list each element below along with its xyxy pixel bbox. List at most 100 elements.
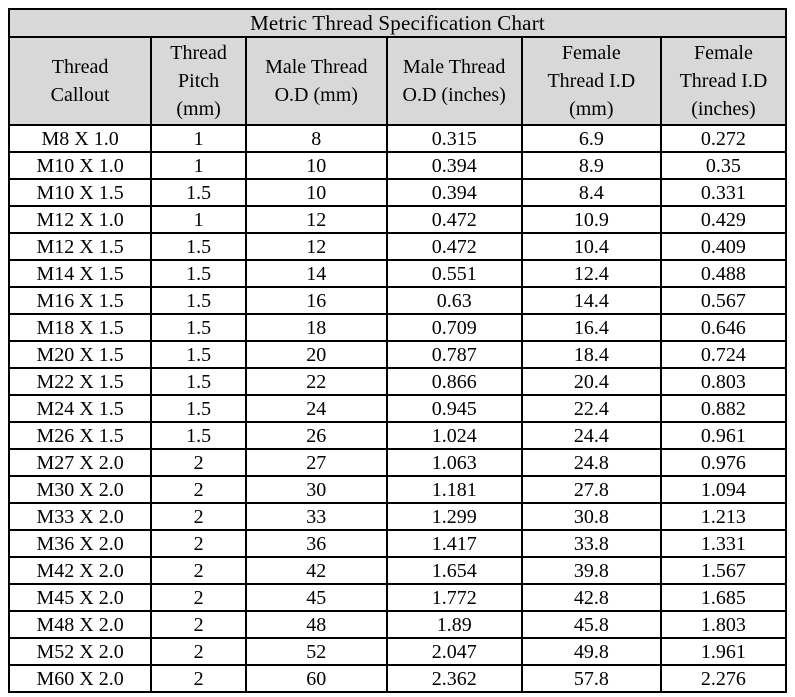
table-cell: 1 <box>150 205 247 234</box>
table-head: Metric Thread Specification Chart Thread… <box>7 8 788 126</box>
table-cell: M60 X 2.0 <box>7 664 153 693</box>
table-cell: 20 <box>244 340 388 369</box>
table-cell: 1.5 <box>150 421 247 450</box>
table-cell: M22 X 1.5 <box>7 367 153 396</box>
table-cell: 2 <box>150 583 247 612</box>
table-cell: 1.5 <box>150 394 247 423</box>
table-cell: 1.5 <box>150 259 247 288</box>
table-cell: M18 X 1.5 <box>7 313 153 342</box>
table-cell: 0.394 <box>385 178 523 207</box>
table-cell: 27.8 <box>520 475 662 504</box>
table-cell: 0.35 <box>659 151 788 180</box>
table-cell: 1.5 <box>150 286 247 315</box>
table-cell: M20 X 1.5 <box>7 340 153 369</box>
table-cell: 30 <box>244 475 388 504</box>
table-cell: 30.8 <box>520 502 662 531</box>
table-cell: 0.472 <box>385 232 523 261</box>
table-cell: M52 X 2.0 <box>7 637 153 666</box>
table-row: M16 X 1.5 1.5 16 0.63 14.4 0.567 <box>7 286 788 315</box>
table-row: M18 X 1.5 1.5 18 0.709 16.4 0.646 <box>7 313 788 342</box>
table-cell: 6.9 <box>520 124 662 153</box>
table-row: M26 X 1.5 1.5 26 1.024 24.4 0.961 <box>7 421 788 450</box>
table-row: M20 X 1.5 1.5 20 0.787 18.4 0.724 <box>7 340 788 369</box>
column-header-male-thread-od-inches: Male Thread O.D (inches) <box>385 36 523 126</box>
table-cell: 1.5 <box>150 178 247 207</box>
metric-thread-spec-table: Metric Thread Specification Chart Thread… <box>7 8 788 693</box>
table-cell: 10.4 <box>520 232 662 261</box>
table-cell: 60 <box>244 664 388 693</box>
table-cell: 0.646 <box>659 313 788 342</box>
table-cell: M45 X 2.0 <box>7 583 153 612</box>
table-cell: 0.945 <box>385 394 523 423</box>
table-cell: 48 <box>244 610 388 639</box>
table-cell: 2 <box>150 610 247 639</box>
table-row: M36 X 2.0 2 36 1.417 33.8 1.331 <box>7 529 788 558</box>
table-cell: 33 <box>244 502 388 531</box>
table-cell: 18.4 <box>520 340 662 369</box>
table-cell: M30 X 2.0 <box>7 475 153 504</box>
table-cell: 2 <box>150 448 247 477</box>
table-cell: 45 <box>244 583 388 612</box>
table-cell: 0.882 <box>659 394 788 423</box>
column-header-female-thread-id-mm: Female Thread I.D (mm) <box>520 36 662 126</box>
table-cell: 0.488 <box>659 259 788 288</box>
table-cell: 0.429 <box>659 205 788 234</box>
table-cell: 16.4 <box>520 313 662 342</box>
table-cell: 2.276 <box>659 664 788 693</box>
table-row: M14 X 1.5 1.5 14 0.551 12.4 0.488 <box>7 259 788 288</box>
table-row: M33 X 2.0 2 33 1.299 30.8 1.213 <box>7 502 788 531</box>
table-row: M27 X 2.0 2 27 1.063 24.8 0.976 <box>7 448 788 477</box>
table-cell: 1.063 <box>385 448 523 477</box>
table-row: M42 X 2.0 2 42 1.654 39.8 1.567 <box>7 556 788 585</box>
table-row: M8 X 1.0 1 8 0.315 6.9 0.272 <box>7 124 788 153</box>
table-cell: 0.472 <box>385 205 523 234</box>
table-cell: 0.409 <box>659 232 788 261</box>
table-row: M10 X 1.0 1 10 0.394 8.9 0.35 <box>7 151 788 180</box>
table-row: M10 X 1.5 1.5 10 0.394 8.4 0.331 <box>7 178 788 207</box>
table-cell: 12 <box>244 205 388 234</box>
table-cell: 0.724 <box>659 340 788 369</box>
table-cell: M14 X 1.5 <box>7 259 153 288</box>
table-cell: M12 X 1.5 <box>7 232 153 261</box>
table-row: M60 X 2.0 2 60 2.362 57.8 2.276 <box>7 664 788 693</box>
table-cell: 49.8 <box>520 637 662 666</box>
table-cell: 1.417 <box>385 529 523 558</box>
table-cell: 0.976 <box>659 448 788 477</box>
table-cell: 0.394 <box>385 151 523 180</box>
table-cell: 22 <box>244 367 388 396</box>
table-cell: 1.5 <box>150 340 247 369</box>
title-row: Metric Thread Specification Chart <box>8 8 787 38</box>
table-cell: 10.9 <box>520 205 662 234</box>
table-cell: 1.654 <box>385 556 523 585</box>
table-cell: 0.567 <box>659 286 788 315</box>
column-header-thread-callout: Thread Callout <box>7 36 153 126</box>
table-title: Metric Thread Specification Chart <box>8 8 787 38</box>
table-cell: 14 <box>244 259 388 288</box>
table-cell: 2 <box>150 637 247 666</box>
table-cell: 2 <box>150 664 247 693</box>
column-header-male-thread-od-mm: Male Thread O.D (mm) <box>244 36 388 126</box>
table-cell: 20.4 <box>520 367 662 396</box>
table-cell: 10 <box>244 178 388 207</box>
table-cell: 1.89 <box>385 610 523 639</box>
table-cell: 33.8 <box>520 529 662 558</box>
table-cell: 1.094 <box>659 475 788 504</box>
table-cell: M26 X 1.5 <box>7 421 153 450</box>
table-cell: 0.551 <box>385 259 523 288</box>
table-cell: 27 <box>244 448 388 477</box>
table-cell: M24 X 1.5 <box>7 394 153 423</box>
table-cell: 1.181 <box>385 475 523 504</box>
table-cell: 36 <box>244 529 388 558</box>
table-cell: 22.4 <box>520 394 662 423</box>
table-cell: 16 <box>244 286 388 315</box>
column-header-female-thread-id-inches: Female Thread I.D (inches) <box>659 36 788 126</box>
table-cell: 1.961 <box>659 637 788 666</box>
table-cell: 1.685 <box>659 583 788 612</box>
table-cell: M33 X 2.0 <box>7 502 153 531</box>
table-cell: 8 <box>244 124 388 153</box>
table-cell: 0.866 <box>385 367 523 396</box>
table-cell: M10 X 1.0 <box>7 151 153 180</box>
table-cell: M27 X 2.0 <box>7 448 153 477</box>
table-cell: 1.772 <box>385 583 523 612</box>
table-cell: M16 X 1.5 <box>7 286 153 315</box>
